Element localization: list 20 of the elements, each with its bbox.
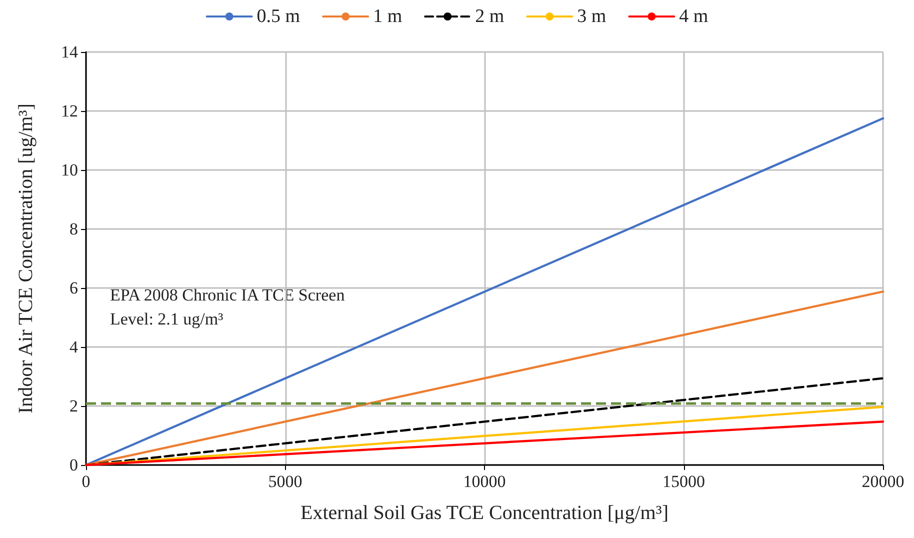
x-tick-label: 20000 [862,472,904,491]
y-tick-label: 10 [61,160,78,180]
x-tick-label: 0 [82,472,90,491]
legend-label: 3 m [577,6,606,27]
y-tick-label: 0 [70,456,78,474]
x-tick-label: 5000 [268,472,302,491]
y-tick-label: 12 [61,102,78,120]
x-tick-label: 10000 [463,472,506,491]
legend-label: 2 m [475,6,504,27]
y-axis-title: Indoor Air TCE Concentration [ug/m³] [15,103,37,414]
y-tick-label: 2 [70,396,78,416]
y-tick-label: 4 [70,338,78,356]
legend-label: 1 m [373,6,402,27]
legend-label: 4 m [679,6,708,27]
x-tick-label: 15000 [662,472,705,491]
x-axis-title: External Soil Gas TCE Concentration [μg/m³] [300,502,668,524]
y-tick-label: 14 [61,42,78,62]
y-tick-label: 6 [70,278,78,298]
legend-label: 0.5 m [256,6,300,27]
y-tick-label: 8 [70,220,78,238]
